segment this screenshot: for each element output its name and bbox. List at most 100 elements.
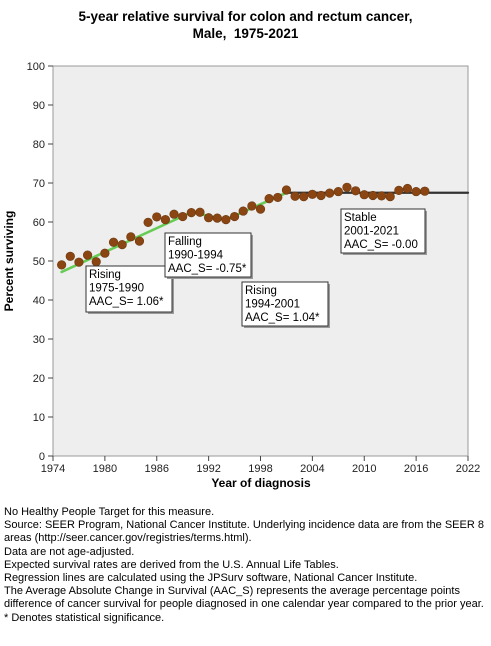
annotation-line: 1975-1990	[89, 283, 144, 295]
data-point	[186, 208, 196, 218]
data-point	[57, 260, 67, 270]
data-point	[117, 240, 127, 250]
data-point	[402, 183, 413, 194]
data-point	[221, 215, 231, 225]
data-point	[342, 182, 352, 192]
data-point	[108, 237, 119, 247]
data-point	[411, 186, 421, 197]
data-point	[255, 204, 266, 214]
data-point	[385, 192, 395, 202]
data-point	[204, 213, 214, 223]
data-point	[238, 206, 248, 216]
data-point	[134, 236, 145, 246]
y-tick-label: 100	[27, 61, 45, 73]
data-point	[273, 192, 283, 203]
y-tick-label: 30	[33, 334, 45, 346]
annotation-line: Rising	[245, 285, 277, 297]
annotation-frame	[340, 208, 426, 254]
x-axis-title: Year of diagnosis	[211, 476, 311, 490]
y-tick-label: 10	[33, 412, 45, 424]
data-point	[394, 185, 404, 196]
data-point	[100, 248, 110, 258]
plot-area	[52, 65, 469, 457]
annotation-line: AAC_S= 1.04*	[245, 312, 320, 324]
data-point	[212, 213, 222, 223]
y-axis: 0 10 20 30 40 50 60 70 80 90 100	[27, 61, 53, 463]
annotation-frame	[241, 281, 329, 327]
data-point	[325, 188, 335, 198]
note-regression: Regression lines are calculated using th…	[4, 572, 418, 585]
data-point	[126, 232, 136, 242]
data-point	[160, 215, 170, 225]
y-tick-label: 20	[33, 373, 45, 385]
note-target: No Healthy People Target for this measur…	[4, 506, 215, 518]
data-point	[359, 190, 369, 200]
chart-title: 5-year relative survival for colon and r…	[0, 8, 491, 42]
x-tick-label: 2004	[300, 463, 324, 475]
data-point	[351, 186, 361, 196]
data-point	[195, 207, 205, 217]
y-tick-label: 40	[33, 295, 45, 307]
y-axis-title: Percent surviving	[2, 211, 16, 312]
data-point	[169, 209, 179, 219]
annotation-line: AAC_S= -0.00	[344, 239, 418, 251]
note-expected-survival: Expected survival rates are derived from…	[4, 558, 339, 571]
data-point	[376, 191, 387, 201]
data-point	[82, 250, 93, 260]
data-point	[316, 190, 326, 201]
x-tick-label: 2022	[456, 463, 480, 475]
x-tick-label: 1998	[248, 463, 272, 475]
y-tick-label: 60	[33, 217, 45, 229]
x-tick-label: 2010	[352, 463, 376, 475]
data-point	[281, 185, 292, 195]
chart-title-line-1: 5-year relative survival for colon and r…	[78, 9, 413, 24]
note-significance: * Denotes statistical significance.	[4, 611, 165, 624]
data-point	[178, 211, 188, 222]
data-point	[247, 201, 257, 211]
data-points	[57, 182, 430, 270]
annotation-line: Falling	[168, 236, 202, 248]
chart-title-line-2: Male, 1975-2021	[192, 26, 299, 41]
data-point	[143, 217, 153, 227]
data-point	[307, 189, 317, 199]
annotation-line: AAC_S= 1.06*	[89, 296, 164, 308]
x-tick-label: 1986	[145, 463, 169, 475]
y-tick-label: 0	[39, 451, 45, 463]
y-tick-label: 90	[33, 100, 45, 112]
x-tick-label: 2016	[404, 463, 428, 475]
annotation-line: Stable	[344, 212, 377, 224]
data-point	[229, 211, 240, 222]
annotation-frame	[164, 232, 252, 278]
data-point	[368, 190, 378, 201]
x-axis: 1974 1980 1986 1992 1998 2004 2010 2016 2022	[41, 456, 480, 475]
annotation-frame	[85, 265, 173, 313]
y-tick-label: 50	[33, 256, 45, 268]
data-point	[152, 212, 162, 222]
data-point	[91, 257, 101, 267]
annotation-line: AAC_S= -0.75*	[168, 263, 247, 275]
data-point	[420, 186, 430, 196]
note-aac-definition: The Average Absolute Change in Survival …	[4, 585, 484, 611]
annotation-line: 1990-1994	[168, 250, 224, 262]
footnotes: No Healthy People Target for this measur…	[4, 506, 488, 625]
x-tick-label: 1980	[93, 463, 117, 475]
data-point	[264, 194, 274, 204]
data-point	[74, 257, 84, 267]
data-point	[290, 191, 300, 201]
annotation-line: 1994-2001	[245, 299, 300, 311]
note-age-adjusted: Data are not age-adjusted.	[4, 545, 135, 558]
y-tick-label: 80	[33, 139, 45, 151]
annotation-line: 2001-2021	[344, 226, 399, 238]
annotation-line: Rising	[89, 269, 121, 281]
data-point	[299, 192, 309, 202]
x-tick-label: 1974	[41, 463, 65, 475]
data-point	[333, 186, 343, 197]
data-point	[65, 251, 75, 261]
note-source: Source: SEER Program, National Cancer In…	[4, 519, 484, 545]
